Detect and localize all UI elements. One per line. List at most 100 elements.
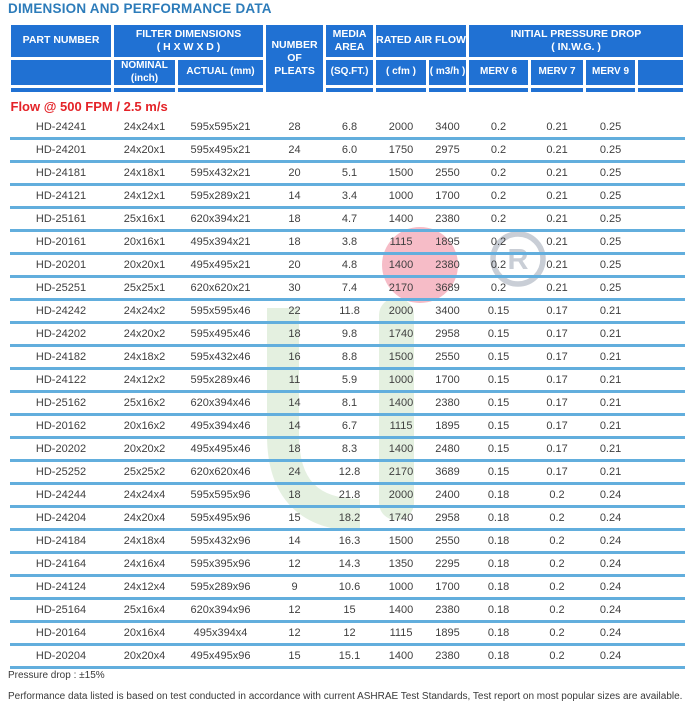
ashrae-test-note: Performance data listed is based on test… [8, 691, 683, 702]
cell-nominal: 24x24x4 [112, 483, 177, 508]
cell-nominal: 25x25x2 [112, 460, 177, 485]
cell-merv7: 0.17 [529, 391, 585, 416]
cell-m3h: 1895 [427, 414, 468, 439]
cell-merv6: 0.2 [467, 230, 530, 255]
table-row: HD-20202 20x20x2 495x495x46 18 8.3 1400 2480 0.… [9, 437, 685, 462]
table-row: HD-20204 20x20x4 495x495x96 15 15.1 1400 2380 0… [9, 644, 685, 669]
cell-pleats: 16 [264, 345, 325, 370]
header-filler-cell [528, 85, 587, 95]
cell-merv9: 0.25 [584, 207, 637, 232]
cell-cfm: 1750 [374, 138, 428, 163]
cell-part-number: HD-20201 [9, 253, 113, 278]
subcol-merv9: MERV 9 [583, 57, 639, 88]
cell-nominal: 24x12x2 [112, 368, 177, 393]
cell-nominal: 25x16x4 [112, 598, 177, 623]
cell-nominal: 20x16x4 [112, 621, 177, 646]
cell-actual: 595x289x21 [176, 184, 265, 209]
cell-merv7: 0.2 [529, 598, 585, 623]
cell-cfm: 1500 [374, 529, 428, 554]
cell-nominal: 20x16x2 [112, 414, 177, 439]
cell-m3h: 2550 [427, 161, 468, 186]
cell-merv7: 0.2 [529, 644, 585, 669]
cell-media-area: 9.8 [324, 322, 375, 347]
table-row: HD-24181 24x18x1 595x432x21 20 5.1 1500 2550 0.… [9, 161, 685, 186]
cell-pleats: 28 [264, 117, 325, 140]
cell-merv7: 0.17 [529, 299, 585, 324]
cell-pleats: 24 [264, 138, 325, 163]
header-filler-cell [466, 85, 532, 95]
cell-part-number: HD-24121 [9, 184, 113, 209]
cell-merv7: 0.21 [529, 253, 585, 278]
cell-merv6: 0.15 [467, 299, 530, 324]
cell-media-area: 18.2 [324, 506, 375, 531]
cell-media-area: 8.8 [324, 345, 375, 370]
cell-cfm: 2170 [374, 276, 428, 301]
cell-merv9: 0.25 [584, 276, 637, 301]
cell-part-number: HD-25161 [9, 207, 113, 232]
cell-actual: 495x394x4 [176, 621, 265, 646]
cell-cfm: 1400 [374, 391, 428, 416]
cell-nominal: 24x24x2 [112, 299, 177, 324]
cell-part-number: HD-25164 [9, 598, 113, 623]
cell-empty [636, 276, 685, 301]
cell-empty [636, 368, 685, 393]
cell-m3h: 2958 [427, 506, 468, 531]
cell-cfm: 1000 [374, 184, 428, 209]
cell-merv9: 0.21 [584, 460, 637, 485]
cell-merv6: 0.15 [467, 460, 530, 485]
cell-empty [636, 506, 685, 531]
cell-part-number: HD-24181 [9, 161, 113, 186]
cell-actual: 595x495x21 [176, 138, 265, 163]
pressure-drop-note: Pressure drop : ±15% [8, 670, 105, 681]
cell-pleats: 18 [264, 483, 325, 508]
cell-cfm: 1400 [374, 644, 428, 669]
cell-media-area: 5.9 [324, 368, 375, 393]
cell-m3h: 2400 [427, 483, 468, 508]
table-row: HD-24124 24x12x4 595x289x96 9 10.6 1000 1700 0.… [9, 575, 685, 600]
table-row: HD-24182 24x18x2 595x432x46 16 8.8 1500 2550 0.… [9, 345, 685, 370]
cell-merv6: 0.18 [467, 598, 530, 623]
cell-merv7: 0.17 [529, 345, 585, 370]
cell-merv6: 0.15 [467, 437, 530, 462]
cell-empty [636, 138, 685, 163]
table-row: HD-20201 20x20x1 495x495x21 20 4.8 1400 2380 0.… [9, 253, 685, 278]
cell-pleats: 20 [264, 161, 325, 186]
cell-media-area: 4.7 [324, 207, 375, 232]
cell-empty [636, 575, 685, 600]
table-row: HD-24184 24x18x4 595x432x96 14 16.3 1500 2550 0… [9, 529, 685, 554]
cell-merv9: 0.21 [584, 414, 637, 439]
cell-media-area: 6.8 [324, 117, 375, 140]
cell-merv6: 0.2 [467, 161, 530, 186]
table-row: HD-25161 25x16x1 620x394x21 18 4.7 1400 2380 0.… [9, 207, 685, 232]
col-filter-dimensions: FILTER DIMENSIONS ( H X W X D ) [110, 22, 267, 60]
cell-cfm: 2170 [374, 460, 428, 485]
cell-part-number: HD-24201 [9, 138, 113, 163]
cell-cfm: 1400 [374, 437, 428, 462]
cell-merv9: 0.24 [584, 598, 637, 623]
cell-actual: 595x595x46 [176, 299, 265, 324]
cell-merv9: 0.21 [584, 299, 637, 324]
cell-actual: 595x289x46 [176, 368, 265, 393]
cell-empty [636, 414, 685, 439]
cell-merv7: 0.21 [529, 184, 585, 209]
table-row: HD-24122 24x12x2 595x289x46 11 5.9 1000 1700 0.… [9, 368, 685, 393]
cell-media-area: 12 [324, 621, 375, 646]
cell-media-area: 15.1 [324, 644, 375, 669]
cell-nominal: 24x24x1 [112, 117, 177, 140]
cell-merv9: 0.25 [584, 230, 637, 255]
cell-merv6: 0.18 [467, 529, 530, 554]
table-row: HD-25251 25x25x1 620x620x21 30 7.4 2170 3689 0.… [9, 276, 685, 301]
cell-pleats: 9 [264, 575, 325, 600]
cell-cfm: 1400 [374, 598, 428, 623]
cell-merv7: 0.2 [529, 506, 585, 531]
cell-m3h: 1895 [427, 230, 468, 255]
cell-actual: 495x495x21 [176, 253, 265, 278]
cell-media-area: 8.3 [324, 437, 375, 462]
cell-merv9: 0.24 [584, 529, 637, 554]
cell-empty [636, 230, 685, 255]
cell-actual: 495x394x46 [176, 414, 265, 439]
cell-merv6: 0.18 [467, 506, 530, 531]
cell-merv7: 0.2 [529, 621, 585, 646]
cell-pleats: 14 [264, 391, 325, 416]
